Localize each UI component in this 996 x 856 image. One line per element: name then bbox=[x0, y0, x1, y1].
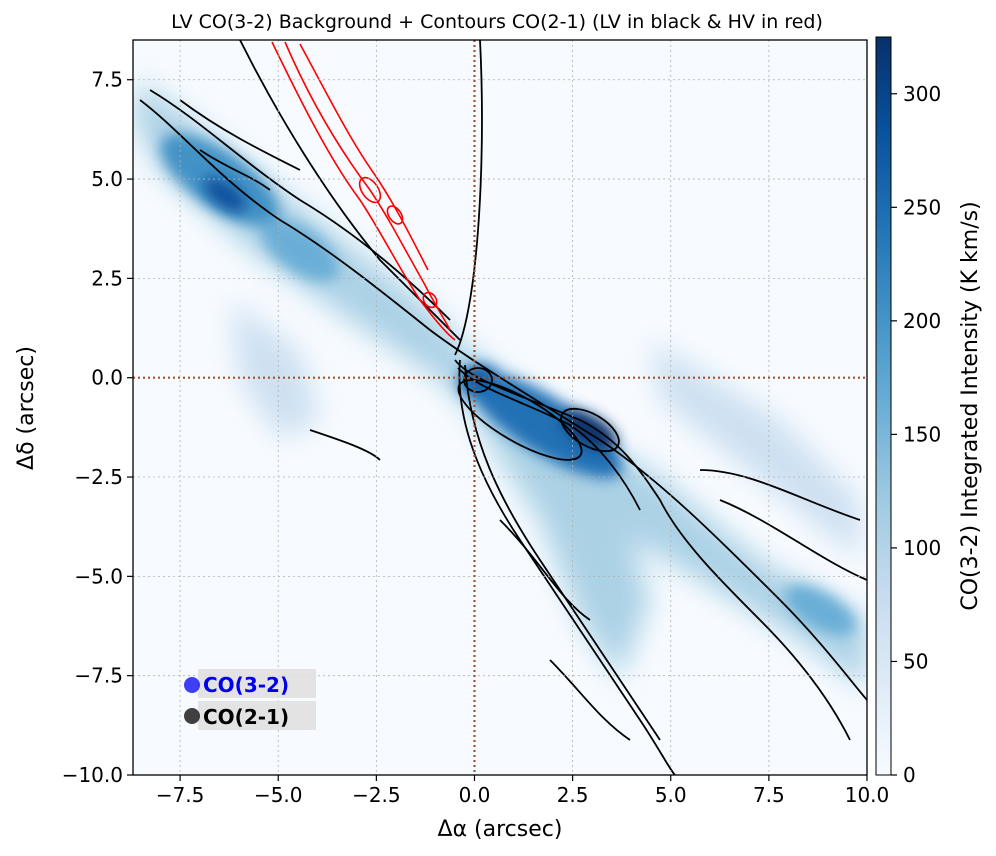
y-tick-label: 5.0 bbox=[91, 167, 123, 191]
y-tick-label: 7.5 bbox=[91, 68, 123, 92]
y-tick-label: −5.0 bbox=[74, 564, 123, 588]
legend-box-co32 bbox=[198, 669, 316, 698]
x-tick-label: 10.0 bbox=[845, 783, 890, 807]
colorbar-label: CO(3-2) Integrated Intensity (K km/s) bbox=[958, 201, 983, 610]
reference-lines bbox=[133, 40, 867, 775]
legend-label-co21: CO(2-1) bbox=[203, 705, 289, 729]
hv-contours bbox=[271, 41, 456, 341]
y-tick-label: −2.5 bbox=[74, 465, 123, 489]
legend-marker-co21 bbox=[184, 708, 200, 724]
chart-title: LV CO(3-2) Background + Contours CO(2-1)… bbox=[171, 11, 823, 33]
plot-area: −7.5 −5.0 −2.5 0.0 2.5 5.0 7.5 10.0 7.5 5.0 2.5 0.… bbox=[62, 39, 889, 807]
colorbar: 0 50 100 150 200 250 300 CO(3-2) Integrated In… bbox=[875, 36, 983, 787]
legend-label-co32: CO(3-2) bbox=[203, 673, 289, 697]
lv-contours bbox=[139, 40, 867, 775]
intensity-map bbox=[133, 40, 867, 775]
colorbar-tick-label: 250 bbox=[903, 195, 941, 219]
x-tick-label: 2.5 bbox=[557, 783, 589, 807]
x-axis-ticks: −7.5 −5.0 −2.5 0.0 2.5 5.0 7.5 10.0 bbox=[156, 775, 889, 807]
x-tick-label: 5.0 bbox=[655, 783, 687, 807]
x-axis-label: Δα (arcsec) bbox=[438, 817, 563, 842]
x-tick-label: −2.5 bbox=[352, 783, 401, 807]
colorbar-tick-label: 200 bbox=[903, 309, 941, 333]
legend-marker-co32 bbox=[184, 677, 200, 693]
y-tick-label: 2.5 bbox=[91, 266, 123, 290]
y-tick-label: −10.0 bbox=[62, 763, 123, 787]
legend: CO(3-2) CO(2-1) bbox=[184, 669, 316, 730]
colorbar-gradient bbox=[875, 36, 892, 776]
x-tick-label: −7.5 bbox=[156, 783, 205, 807]
x-tick-label: 0.0 bbox=[459, 783, 491, 807]
colorbar-tick-label: 100 bbox=[903, 536, 941, 560]
plot-frame bbox=[132, 39, 868, 776]
x-tick-label: −5.0 bbox=[254, 783, 303, 807]
colorbar-tick-label: 150 bbox=[903, 422, 941, 446]
y-axis-ticks: 7.5 5.0 2.5 0.0 −2.5 −5.0 −7.5 −10.0 bbox=[62, 68, 133, 787]
colorbar-tick-label: 50 bbox=[903, 649, 928, 673]
colorbar-tick-label: 300 bbox=[903, 82, 941, 106]
y-tick-label: 0.0 bbox=[91, 366, 123, 390]
colorbar-ticks: 0 50 100 150 200 250 300 bbox=[891, 82, 941, 787]
y-tick-label: −7.5 bbox=[74, 664, 123, 688]
y-axis-label: Δδ (arcsec) bbox=[14, 346, 39, 470]
colorbar-tick-label: 0 bbox=[903, 763, 916, 787]
x-tick-label: 7.5 bbox=[753, 783, 785, 807]
legend-box-co21 bbox=[198, 701, 316, 730]
